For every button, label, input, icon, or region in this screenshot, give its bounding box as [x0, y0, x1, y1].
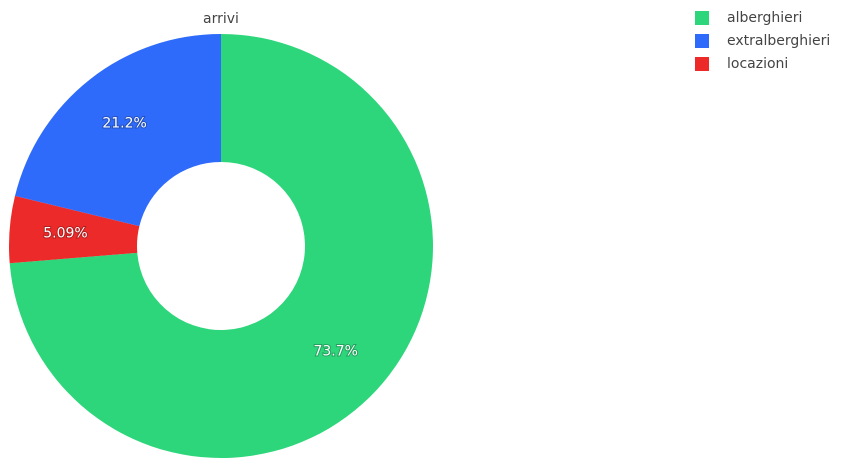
pie-slice: [8, 195, 140, 264]
legend-label: extralberghieri: [727, 33, 830, 49]
legend-label: alberghieri: [727, 10, 802, 26]
slice-label: 21.2%: [102, 115, 146, 131]
pie-slice: [15, 34, 221, 227]
slice-label: 5.09%: [43, 226, 87, 242]
pie-slice: [9, 34, 434, 459]
legend-label: locazioni: [727, 56, 788, 72]
chart-title: arrivi: [203, 11, 239, 27]
slice-label: 73.7%: [313, 344, 357, 360]
legend-swatch: [695, 11, 709, 25]
legend-swatch: [695, 57, 709, 71]
legend-swatch: [695, 34, 709, 48]
